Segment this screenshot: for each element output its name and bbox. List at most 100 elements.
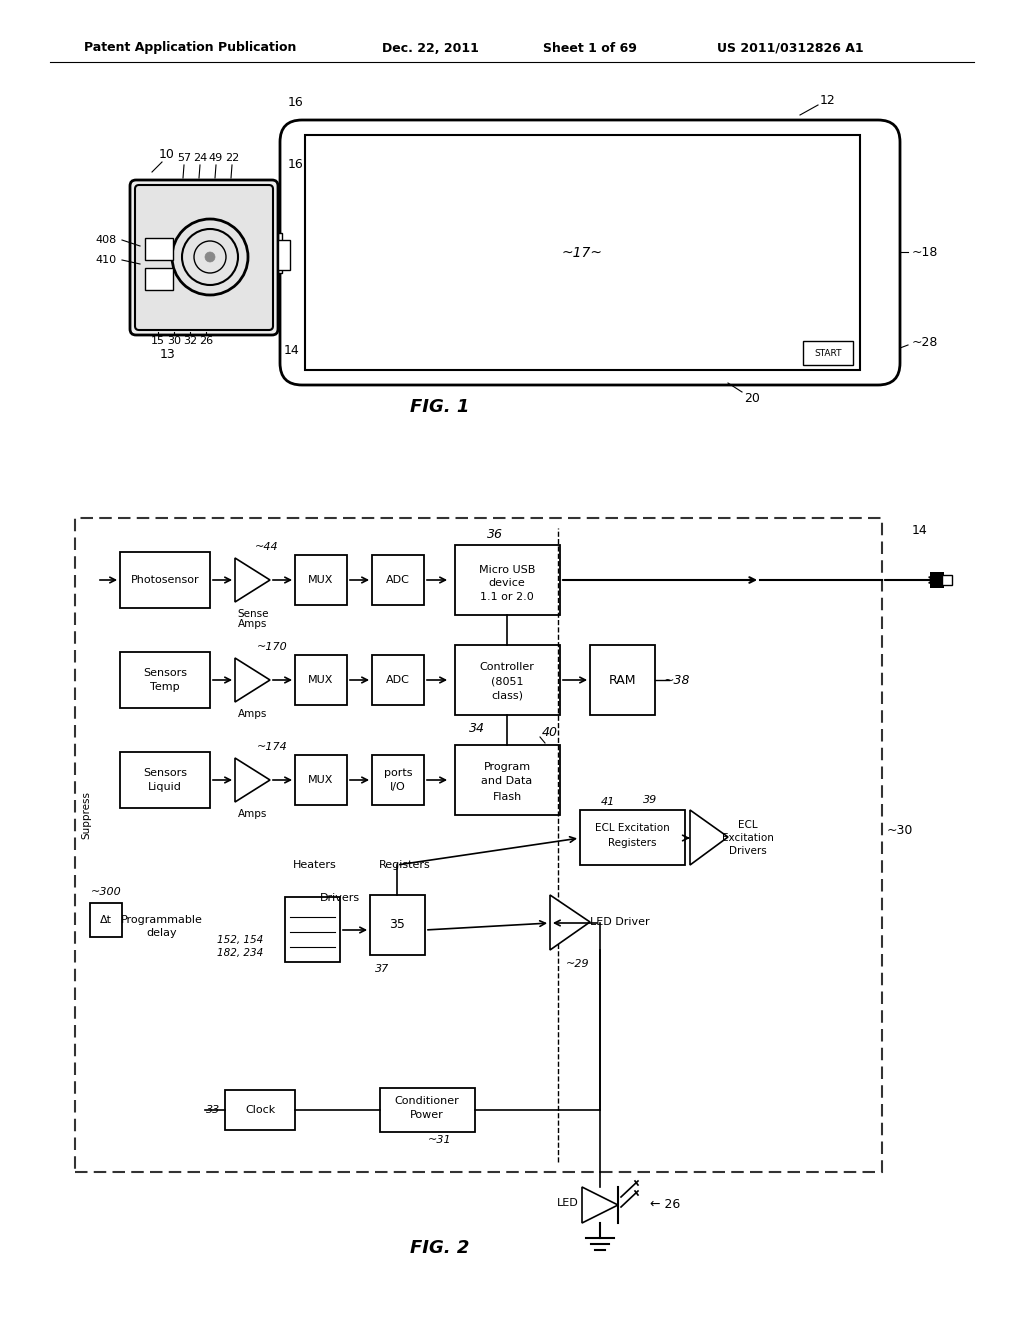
Text: I/O: I/O [390,781,406,792]
FancyBboxPatch shape [120,752,210,808]
Text: (8051: (8051 [490,676,523,686]
FancyBboxPatch shape [580,810,685,865]
Text: 26: 26 [199,337,213,346]
Text: Temp: Temp [151,682,180,692]
Text: 41: 41 [601,797,615,807]
Text: Controller: Controller [479,663,535,672]
Text: FIG. 2: FIG. 2 [411,1239,470,1257]
Text: Drivers: Drivers [729,846,767,855]
Text: and Data: and Data [481,776,532,785]
FancyBboxPatch shape [295,554,347,605]
FancyBboxPatch shape [590,645,655,715]
Text: class): class) [490,690,523,700]
Text: ~174: ~174 [257,742,288,752]
Text: Excitation: Excitation [722,833,774,843]
Text: MUX: MUX [308,775,334,785]
Text: 32: 32 [183,337,197,346]
Text: Photosensor: Photosensor [131,576,200,585]
Text: Flash: Flash [493,792,521,803]
Text: ← 26: ← 26 [650,1199,680,1212]
FancyBboxPatch shape [305,135,860,370]
Text: 1.1 or 2.0: 1.1 or 2.0 [480,591,534,602]
Text: Sensors: Sensors [143,668,187,678]
Polygon shape [582,1187,618,1224]
Text: 20: 20 [744,392,760,404]
FancyBboxPatch shape [272,234,282,273]
Text: 16: 16 [288,158,304,172]
Text: LED: LED [557,1199,579,1208]
FancyBboxPatch shape [278,240,290,271]
Text: ~17~: ~17~ [561,246,602,260]
FancyBboxPatch shape [370,895,425,954]
FancyBboxPatch shape [803,341,853,366]
Polygon shape [690,810,728,865]
Text: Suppress: Suppress [81,791,91,840]
Text: 15: 15 [151,337,165,346]
FancyBboxPatch shape [372,755,424,805]
FancyBboxPatch shape [455,545,560,615]
Text: 14: 14 [912,524,928,536]
Text: 33: 33 [206,1105,220,1115]
Text: ports: ports [384,768,413,777]
Polygon shape [234,758,270,803]
Text: Amps: Amps [239,709,267,719]
FancyBboxPatch shape [130,180,278,335]
Text: delay: delay [146,928,177,939]
Text: ~29: ~29 [566,960,590,969]
Text: Conditioner: Conditioner [394,1096,460,1106]
Text: 22: 22 [225,153,240,162]
Text: Patent Application Publication: Patent Application Publication [84,41,296,54]
Text: Sensors: Sensors [143,768,187,777]
Text: 410: 410 [96,255,117,265]
Text: 14: 14 [284,345,300,358]
Text: ADC: ADC [386,675,410,685]
Text: 152, 154: 152, 154 [217,935,263,945]
Text: Δt: Δt [100,915,112,925]
Text: ~18: ~18 [911,246,938,259]
Text: 13: 13 [160,347,176,360]
Text: device: device [488,578,525,587]
Text: Amps: Amps [239,809,267,818]
Text: LED Driver: LED Driver [590,917,650,927]
Text: 24: 24 [193,153,207,162]
Text: Drivers: Drivers [319,894,360,903]
Text: ADC: ADC [386,576,410,585]
FancyBboxPatch shape [372,554,424,605]
Text: Micro USB: Micro USB [479,565,536,576]
FancyBboxPatch shape [120,652,210,708]
Text: ~30: ~30 [887,824,913,837]
Text: Amps: Amps [239,619,267,630]
Text: 49: 49 [209,153,223,162]
Text: RAM: RAM [608,673,636,686]
Text: MUX: MUX [308,576,334,585]
Text: 37: 37 [375,964,389,974]
Text: 408: 408 [96,235,117,246]
Text: Sense: Sense [238,609,268,619]
Text: Registers: Registers [379,861,431,870]
Text: 30: 30 [167,337,181,346]
FancyBboxPatch shape [145,268,173,290]
Text: MUX: MUX [308,675,334,685]
FancyBboxPatch shape [145,238,173,260]
Text: Programmable: Programmable [121,915,203,925]
Text: ~28: ~28 [911,335,938,348]
Text: Power: Power [411,1110,443,1119]
Text: START: START [814,348,842,358]
Text: 182, 234: 182, 234 [217,948,263,958]
Text: ~38: ~38 [664,673,690,686]
FancyBboxPatch shape [372,655,424,705]
Text: Dec. 22, 2011: Dec. 22, 2011 [382,41,478,54]
Polygon shape [550,895,590,950]
Text: 10: 10 [159,149,175,161]
FancyBboxPatch shape [90,903,122,937]
Text: 36: 36 [487,528,503,541]
Text: Registers: Registers [608,838,656,847]
Text: Sheet 1 of 69: Sheet 1 of 69 [543,41,637,54]
Text: 57: 57 [177,153,191,162]
Text: 34: 34 [469,722,485,735]
FancyBboxPatch shape [295,655,347,705]
Text: Clock: Clock [245,1105,275,1115]
FancyBboxPatch shape [280,120,900,385]
Text: Heaters: Heaters [293,861,337,870]
Text: ECL: ECL [738,820,758,830]
